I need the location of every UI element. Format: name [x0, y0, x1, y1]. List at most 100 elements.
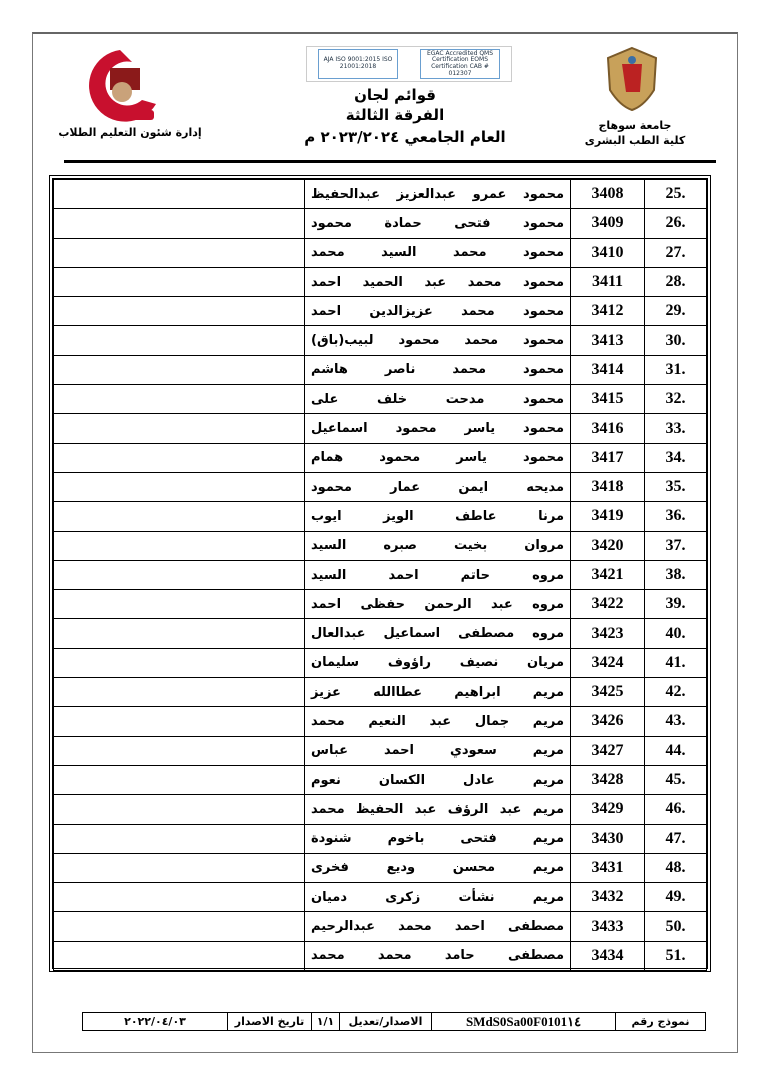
row-number: 38. — [644, 559, 707, 591]
student-code: 3432 — [570, 882, 645, 913]
student-name: مرنا عاطف الويز ايوب — [304, 501, 571, 532]
blank-cell — [53, 237, 305, 268]
table-row: 39. 3422 مروه عبد الرحمن حفظى احمد — [53, 589, 707, 620]
blank-cell — [53, 384, 305, 415]
table-row: 41. 3424 مريان نصيف راؤوف سليمان — [53, 647, 707, 679]
student-code: 3411 — [570, 266, 645, 298]
student-name: مريان نصيف راؤوف سليمان — [304, 647, 571, 679]
student-code: 3416 — [570, 413, 645, 444]
student-code: 3434 — [570, 940, 645, 972]
student-name: مصطفى احمد محمد عبدالرحيم — [304, 911, 571, 942]
document-title: قوائم لجان — [354, 86, 436, 104]
row-number: 34. — [644, 442, 707, 473]
student-name: مريم جمال عبد النعيم محمد — [304, 706, 571, 737]
student-code: 3431 — [570, 852, 645, 884]
student-name: محمود مدحت خلف على — [304, 384, 571, 415]
blank-cell — [53, 911, 305, 942]
department-name: إدارة شئون التعليم الطلاب — [58, 126, 202, 139]
student-code: 3419 — [570, 501, 645, 532]
student-code: 3410 — [570, 237, 645, 268]
row-number: 47. — [644, 823, 707, 854]
table-row: 47. 3430 مريم فتحى باخوم شنودة — [53, 823, 707, 854]
class-level: الفرقة الثالثة — [345, 106, 445, 124]
row-number: 30. — [644, 325, 707, 356]
student-name: محمود ياسر محمود همام — [304, 442, 571, 473]
form-footer: نموذج رقم SMdS0Sa00F0101١٤ الاصدار/تعديل… — [82, 1012, 706, 1031]
blank-cell — [53, 325, 305, 356]
blank-cell — [53, 735, 305, 766]
student-code: 3422 — [570, 589, 645, 620]
blank-cell — [53, 589, 305, 620]
student-name: مروان بخيت صبره السيد — [304, 530, 571, 561]
student-name: مروه مصطفى اسماعيل عبدالعال — [304, 618, 571, 649]
student-code: 3423 — [570, 618, 645, 649]
student-name: محمود محمد محمود لبيب(باق) — [304, 325, 571, 356]
student-name: محمود محمد عبد الحميد احمد — [304, 266, 571, 298]
table-row: 34. 3417 محمود ياسر محمود همام — [53, 442, 707, 473]
row-number: 51. — [644, 940, 707, 972]
blank-cell — [53, 501, 305, 532]
table-row: 42. 3425 مريم ابراهيم عطاالله عزيز — [53, 677, 707, 708]
students-table: 25. 3408 محمود عمرو عبدالعزيز عبدالحفيظ … — [49, 175, 711, 972]
blank-cell — [53, 823, 305, 854]
student-name: مروه حاتم احمد السيد — [304, 559, 571, 591]
row-number: 46. — [644, 794, 707, 825]
student-name: مروه عبد الرحمن حفظى احمد — [304, 589, 571, 620]
row-number: 28. — [644, 266, 707, 298]
student-name: مريم سعودي احمد عباس — [304, 735, 571, 766]
row-number: 48. — [644, 852, 707, 884]
row-number: 27. — [644, 237, 707, 268]
table-row: 44. 3427 مريم سعودي احمد عباس — [53, 735, 707, 766]
table-row: 40. 3423 مروه مصطفى اسماعيل عبدالعال — [53, 618, 707, 649]
student-name: محمود محمد ناصر هاشم — [304, 354, 571, 386]
student-code: 3425 — [570, 677, 645, 708]
blank-cell — [53, 413, 305, 444]
row-number: 36. — [644, 501, 707, 532]
row-number: 49. — [644, 882, 707, 913]
table-row: 26. 3409 محمود فتحى حمادة محمود — [53, 208, 707, 239]
table-row: 29. 3412 محمود محمد عزيزالدين احمد — [53, 296, 707, 327]
table-row: 33. 3416 محمود ياسر محمود اسماعيل — [53, 413, 707, 444]
blank-cell — [53, 852, 305, 884]
student-name: مريم عادل الكسان نعوم — [304, 764, 571, 796]
table-row: 28. 3411 محمود محمد عبد الحميد احمد — [53, 266, 707, 298]
student-name: محمود ياسر محمود اسماعيل — [304, 413, 571, 444]
page-frame — [32, 32, 738, 1053]
student-name: مريم فتحى باخوم شنودة — [304, 823, 571, 854]
student-code: 3433 — [570, 911, 645, 942]
table-row: 51. 3434 مصطفى حامد محمد محمد — [53, 940, 707, 972]
row-number: 29. — [644, 296, 707, 327]
row-number: 26. — [644, 208, 707, 239]
student-code: 3417 — [570, 442, 645, 473]
student-name: مريم عبد الرؤف عبد الحفيظ محمد — [304, 794, 571, 825]
row-number: 35. — [644, 471, 707, 503]
blank-cell — [53, 296, 305, 327]
university-name: جامعة سوهاج كلية الطب البشرى — [580, 118, 690, 148]
table-row: 27. 3410 محمود محمد السيد محمد — [53, 237, 707, 268]
blank-cell — [53, 647, 305, 679]
blank-cell — [53, 677, 305, 708]
student-code: 3418 — [570, 471, 645, 503]
table-row: 45. 3428 مريم عادل الكسان نعوم — [53, 764, 707, 796]
blank-cell — [53, 882, 305, 913]
row-number: 37. — [644, 530, 707, 561]
student-code: 3424 — [570, 647, 645, 679]
edition-value: ١/١ — [311, 1013, 339, 1030]
student-name: مديحه ايمن عمار محمود — [304, 471, 571, 503]
table-row: 46. 3429 مريم عبد الرؤف عبد الحفيظ محمد — [53, 794, 707, 825]
student-name: محمود محمد السيد محمد — [304, 237, 571, 268]
student-code: 3415 — [570, 384, 645, 415]
blank-cell — [53, 559, 305, 591]
student-name: مريم نشأت زكرى دميان — [304, 882, 571, 913]
table-row: 38. 3421 مروه حاتم احمد السيد — [53, 559, 707, 591]
row-number: 32. — [644, 384, 707, 415]
table-row: 25. 3408 محمود عمرو عبدالعزيز عبدالحفيظ — [53, 178, 707, 210]
row-number: 41. — [644, 647, 707, 679]
faculty-of-medicine-logo — [89, 50, 156, 122]
issue-date-label: تاريخ الاصدار — [227, 1013, 311, 1030]
table-row: 50. 3433 مصطفى احمد محمد عبدالرحيم — [53, 911, 707, 942]
table-row: 35. 3418 مديحه ايمن عمار محمود — [53, 471, 707, 503]
table-row: 49. 3432 مريم نشأت زكرى دميان — [53, 882, 707, 913]
faculty: كلية الطب البشرى — [584, 134, 686, 147]
row-number: 44. — [644, 735, 707, 766]
